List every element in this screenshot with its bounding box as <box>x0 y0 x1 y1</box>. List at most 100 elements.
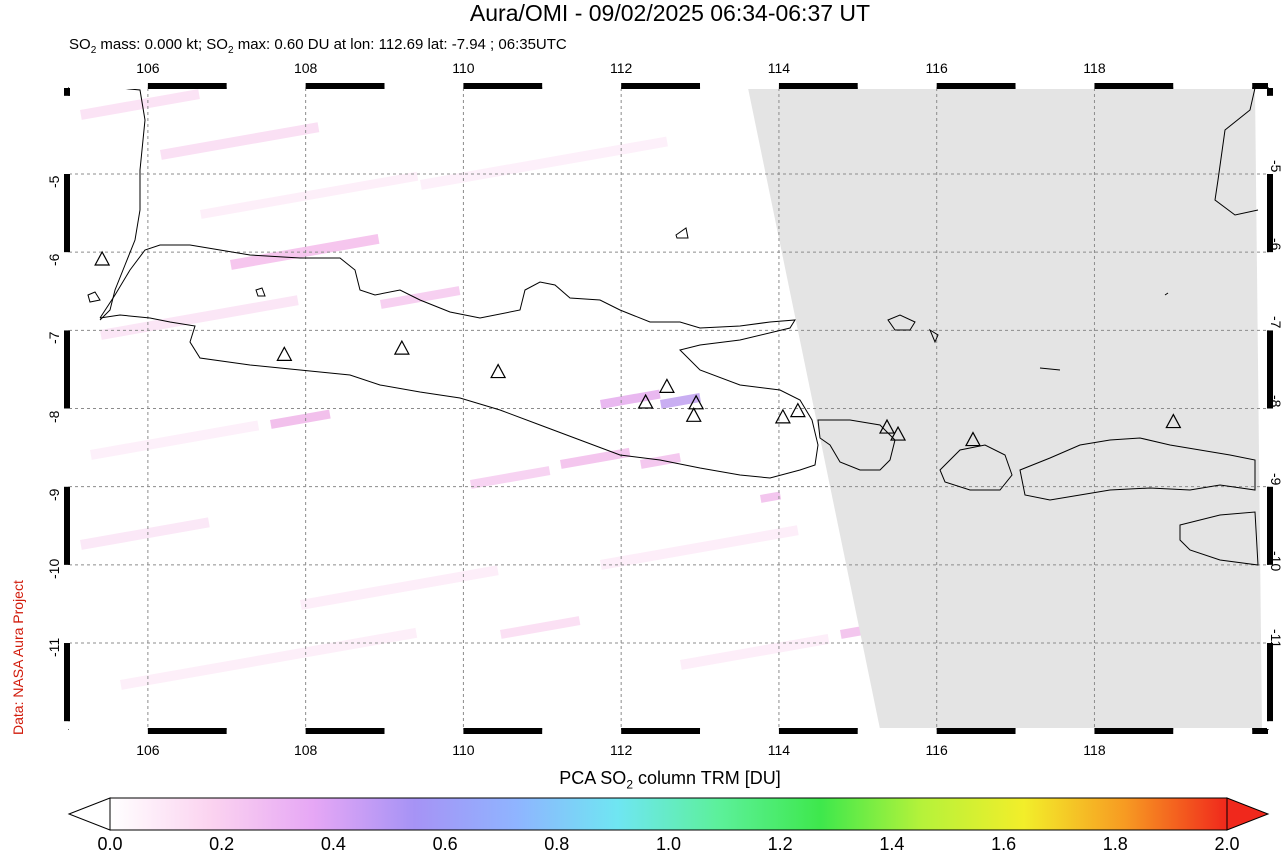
lat-tick-left: -10 <box>46 558 62 579</box>
border-seg-top <box>226 83 306 89</box>
border-seg-top <box>1094 83 1174 89</box>
volcano-marker <box>878 418 896 434</box>
colorbar-title-pre: PCA SO <box>559 768 627 788</box>
lat-tick-right: -8 <box>1268 394 1284 407</box>
border-seg-top <box>857 83 937 89</box>
volcano-marker <box>890 425 907 441</box>
bali-coast <box>817 419 896 471</box>
border-seg-top <box>700 83 779 89</box>
border-seg-bottom <box>700 728 779 734</box>
karimunjawa-island <box>675 227 689 239</box>
colorbar <box>67 797 1270 831</box>
border-seg-bottom <box>542 728 622 734</box>
coastlines <box>87 88 1259 566</box>
border-seg-bottom <box>1015 728 1095 734</box>
volcano-marker <box>490 363 507 379</box>
border-seg-left <box>64 564 70 644</box>
border-seg-bottom <box>1252 728 1268 734</box>
volcano-marker <box>658 378 675 393</box>
border-seg-right <box>1267 252 1273 331</box>
map-border <box>64 83 1273 734</box>
border-seg-bottom <box>778 728 858 734</box>
colorbar-tick-label: 2.0 <box>1214 834 1240 854</box>
lon-tick-bottom: 106 <box>136 742 160 758</box>
lon-tick-bottom: 108 <box>293 742 318 758</box>
volcano-marker <box>276 346 293 361</box>
border-seg-left <box>64 486 70 565</box>
border-seg-top <box>778 83 858 89</box>
lon-tick-top: 116 <box>925 60 948 76</box>
colorbar-tick-label: 1.0 <box>655 834 682 854</box>
colorbar-title: PCA SO2 column TRM [DU] <box>0 768 1288 792</box>
lat-tick-left: -7 <box>46 331 62 345</box>
border-seg-bottom <box>384 728 464 734</box>
lon-tick-bottom: 112 <box>609 742 633 758</box>
border-seg-bottom <box>147 728 227 734</box>
lat-tick-right: -11 <box>1268 629 1284 649</box>
colorbar-min-arrow <box>67 797 111 831</box>
border-seg-bottom <box>463 728 543 734</box>
lon-tick-top: 114 <box>767 60 791 76</box>
border-seg-bottom <box>226 728 306 734</box>
lat-tick-right: -9 <box>1268 472 1284 486</box>
lat-tick-left: -5 <box>46 175 62 188</box>
volcano-marker <box>637 393 654 409</box>
border-seg-left <box>64 721 70 729</box>
lat-tick-left: -9 <box>46 488 62 501</box>
lombok-coast <box>939 444 1013 491</box>
border-seg-bottom <box>69 728 148 734</box>
lat-tick-right: -5 <box>1268 159 1284 173</box>
border-seg-right <box>1267 95 1273 174</box>
border-seg-bottom <box>621 728 701 734</box>
colorbar-tick-label: 0.6 <box>432 834 458 854</box>
lon-tick-top: 108 <box>293 60 318 76</box>
border-seg-left <box>64 408 70 487</box>
swath-gap <box>1255 88 1268 729</box>
lon-tick-top: 112 <box>609 60 633 76</box>
mass-text: mass: 0.000 kt; SO <box>96 36 228 53</box>
border-seg-left <box>64 252 70 331</box>
lat-tick-left: -8 <box>46 410 62 423</box>
lon-tick-top: 106 <box>136 60 160 76</box>
border-seg-bottom <box>305 728 385 734</box>
map-title: Aura/OMI - 09/02/2025 06:34-06:37 UT <box>469 0 871 26</box>
colorbar-tick-label: 0.2 <box>209 834 235 854</box>
border-seg-top <box>463 83 543 89</box>
colorbar-tick-label: 0.0 <box>97 834 123 854</box>
volcano-marker <box>964 431 981 447</box>
max-text: max: 0.60 DU at lon: 112.69 lat: -7.94 ;… <box>233 36 567 53</box>
border-seg-right <box>1267 564 1273 644</box>
colorbar-title-post: column TRM [DU] <box>633 768 781 788</box>
colorbar-title-sub: 2 <box>626 777 633 792</box>
colorbar-max-arrow <box>1226 797 1270 831</box>
volcano-marker <box>774 408 791 424</box>
colorbar-tick-label: 1.6 <box>991 834 1017 854</box>
border-seg-right <box>1267 330 1273 409</box>
sumatra-coast <box>99 88 146 321</box>
border-seg-top <box>305 83 385 89</box>
lat-tick-left: -6 <box>46 253 62 267</box>
border-seg-bottom <box>1094 728 1174 734</box>
border-seg-right <box>1267 408 1273 487</box>
so2-label: SO <box>69 36 91 53</box>
graticule <box>69 88 1268 729</box>
krakatau-islands <box>87 291 101 303</box>
volcano-markers <box>94 250 1182 447</box>
border-seg-right <box>1267 486 1273 565</box>
border-seg-left <box>64 643 70 722</box>
lat-tick-right: -10 <box>1268 550 1284 572</box>
border-seg-top <box>384 83 464 89</box>
map-subtitle: SO2 mass: 0.000 kt; SO2 max: 0.60 DU at … <box>69 36 567 60</box>
border-seg-top <box>542 83 622 89</box>
lon-tick-bottom: 116 <box>925 742 948 758</box>
border-seg-top <box>147 83 227 89</box>
volcano-marker <box>789 402 806 418</box>
volcano-marker <box>94 250 111 266</box>
border-seg-bottom <box>936 728 1016 734</box>
border-seg-right <box>1267 643 1273 722</box>
colorbar-tick-label: 0.8 <box>544 834 570 854</box>
border-seg-top <box>621 83 701 89</box>
border-seg-right <box>1267 88 1273 96</box>
border-seg-top <box>936 83 1016 89</box>
